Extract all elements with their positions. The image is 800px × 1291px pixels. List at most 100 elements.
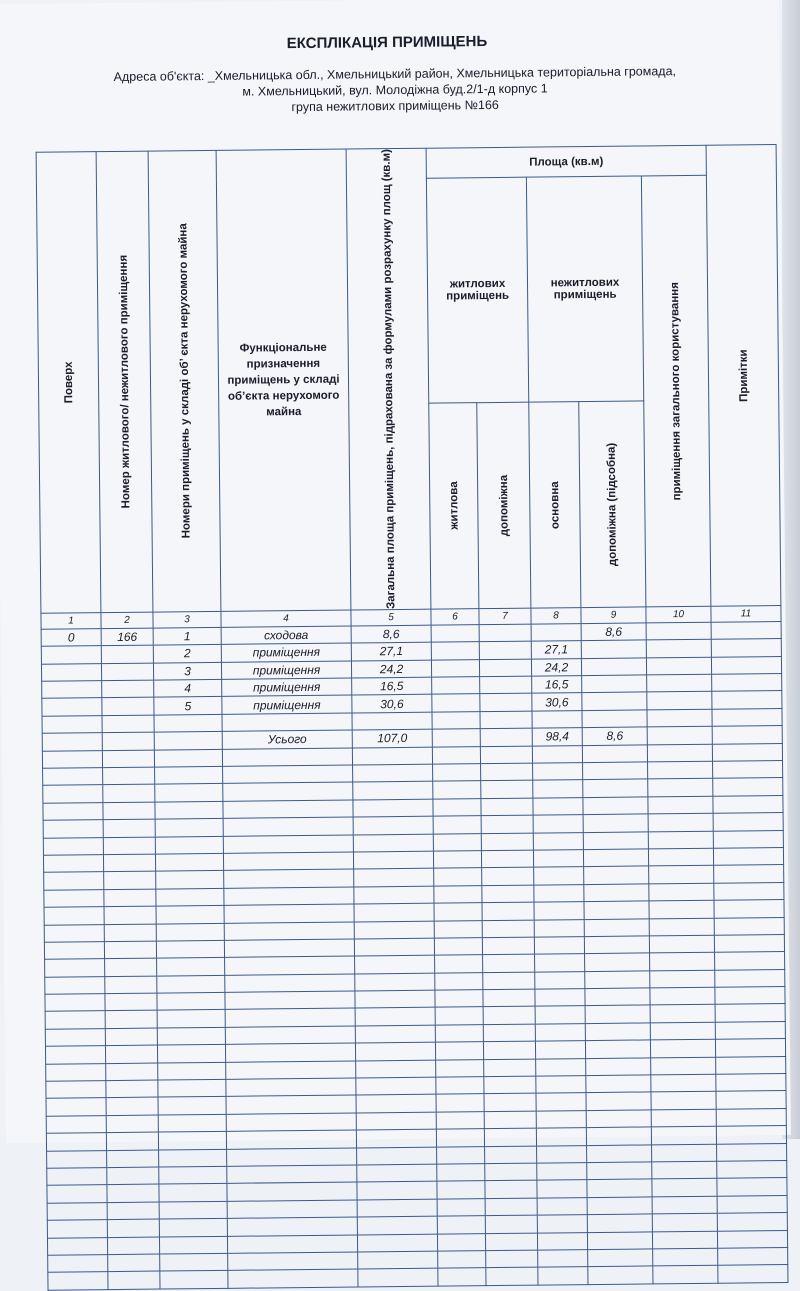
table-cell [354, 972, 435, 992]
table-cell [652, 1265, 718, 1284]
table-cell [226, 1130, 357, 1149]
table-cell [536, 1162, 587, 1181]
table-cell [354, 920, 435, 939]
table-cell [43, 837, 104, 856]
table-cell [651, 1178, 718, 1197]
table-cell [532, 779, 583, 798]
table-cell [102, 801, 156, 820]
table-cell [712, 795, 784, 814]
table-cell [41, 663, 102, 682]
table-cell [45, 1045, 106, 1064]
table-cell [716, 1143, 787, 1162]
table-cell [482, 989, 536, 1008]
table-cell [154, 766, 223, 785]
table-cell [356, 1181, 438, 1200]
table-cell [651, 1161, 717, 1180]
table-cell [223, 886, 354, 906]
table-cell [431, 676, 480, 695]
table-cell [533, 814, 584, 833]
table-cell [535, 1040, 586, 1059]
table-cell [717, 1195, 788, 1214]
table-cell [479, 658, 532, 677]
table-cell [715, 1038, 786, 1057]
table-cell [717, 1264, 788, 1283]
table-cell [716, 1177, 788, 1196]
table-cell [435, 1041, 484, 1060]
table-cell [156, 957, 225, 976]
table-cell [42, 767, 103, 786]
table-cell [44, 924, 105, 943]
table-cell [650, 1039, 716, 1058]
table-cell [586, 1144, 652, 1163]
table-cell [584, 987, 651, 1007]
column-number: 2 [100, 611, 154, 629]
table-cell [357, 1233, 438, 1252]
table-cell [46, 1184, 108, 1203]
table-cell [534, 936, 585, 955]
table-cell [581, 657, 647, 676]
table-cell [155, 835, 224, 855]
table-cell [437, 1233, 486, 1252]
table-cell: 107,0 [352, 729, 433, 748]
table-cell [47, 1219, 108, 1238]
table-cell [105, 1062, 158, 1081]
table-cell [157, 1061, 226, 1081]
table-cell [222, 712, 353, 732]
table-cell [534, 919, 585, 938]
table-cell [587, 1196, 653, 1215]
table-cell [716, 1108, 787, 1127]
table-cell [106, 1149, 159, 1168]
table-cell [587, 1231, 653, 1250]
column-number: 4 [220, 609, 352, 628]
table-cell [585, 1040, 651, 1059]
table-cell [435, 1076, 484, 1095]
table-cell: приміщення [221, 695, 352, 715]
table-cell [434, 989, 484, 1008]
table-cell [481, 902, 535, 921]
table-cell [650, 1022, 716, 1041]
table-cell [355, 1042, 436, 1061]
table-cell [582, 796, 649, 815]
table-cell [537, 1266, 588, 1285]
table-cell [715, 1056, 786, 1075]
table-cell [223, 817, 354, 836]
table-cell [583, 814, 649, 833]
table-cell [102, 767, 155, 785]
table-cell [224, 921, 355, 941]
table-cell [435, 1007, 484, 1025]
table-cell [648, 848, 714, 867]
table-cell [713, 899, 785, 918]
table-cell [356, 1146, 437, 1165]
table-cell [223, 851, 354, 871]
table-cell [651, 1143, 717, 1162]
table-cell [47, 1254, 108, 1273]
table-cell [485, 1267, 538, 1286]
table-cell [585, 1022, 651, 1041]
table-cell [481, 815, 534, 834]
table-cell [223, 869, 354, 889]
table-cell [484, 1110, 537, 1129]
table-cell [481, 850, 534, 868]
table-cell [43, 854, 104, 873]
table-cell [154, 714, 223, 733]
table-cell [584, 953, 650, 972]
table-cell [44, 976, 105, 995]
table-cell [584, 935, 650, 954]
table-cell [45, 1063, 106, 1082]
table-cell [158, 1148, 227, 1168]
table-cell [711, 638, 782, 657]
table-cell [436, 1111, 485, 1130]
table-cell [535, 1075, 586, 1094]
table-cell [107, 1236, 160, 1255]
table-cell: 24,2 [531, 658, 582, 677]
table-cell [537, 1197, 588, 1216]
header-res-main: житлова [428, 402, 479, 610]
table-cell [431, 694, 480, 712]
table-cell [156, 905, 225, 924]
table-cell [155, 870, 224, 889]
table-cell [353, 816, 434, 835]
table-cell [713, 864, 784, 883]
table-cell [533, 832, 584, 851]
header-room-numbers: Номери приміщень у складі об’ єкта нерух… [148, 150, 221, 612]
table-cell [532, 745, 583, 764]
